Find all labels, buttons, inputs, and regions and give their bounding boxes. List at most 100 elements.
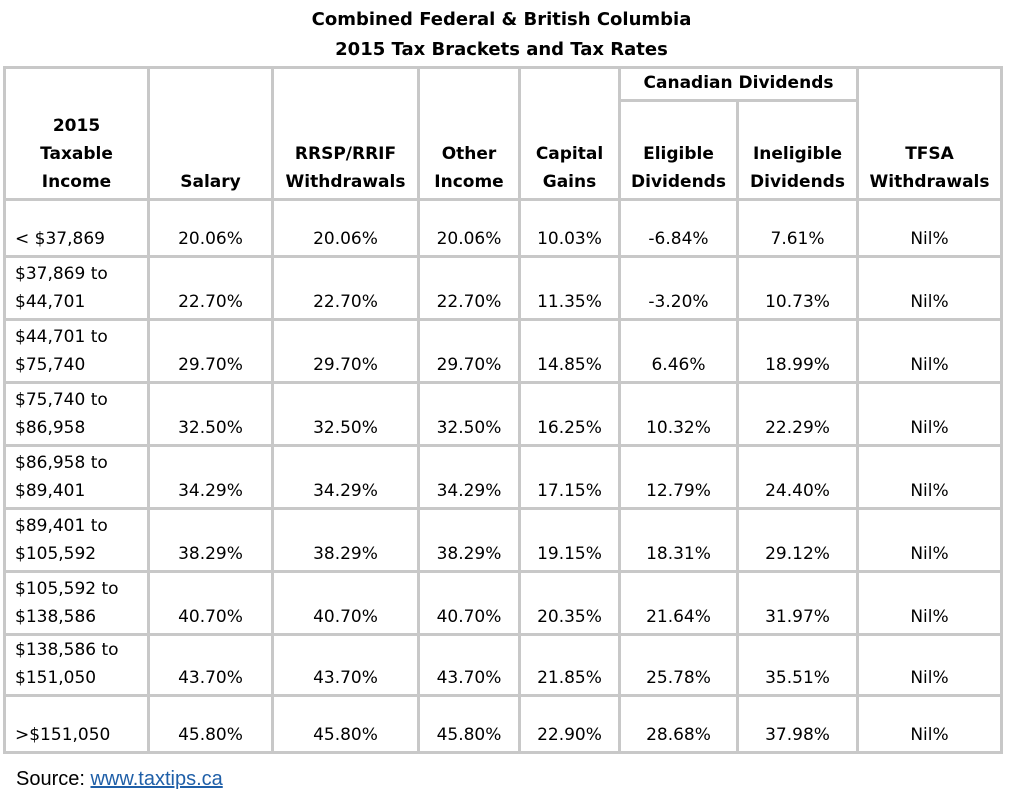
header-other-line-1: Other — [441, 144, 497, 164]
other-income-rate-cell: 38.29% — [417, 507, 521, 573]
source-label: Source: — [16, 768, 91, 790]
income-bracket-line-2: $44,701 — [15, 292, 86, 312]
tfsa-rate-cell: Nil% — [856, 255, 1004, 321]
eligible-dividends-rate-cell: 28.68% — [618, 694, 739, 754]
table-row: $105,592 to $138,586 40.70% 40.70% 40.70… — [3, 570, 1004, 636]
header-rrsp-line-1: RRSP/RRIF — [294, 144, 397, 164]
header-salary-label: Salary — [180, 172, 241, 192]
header-eligible-line-1: Eligible — [643, 144, 714, 164]
table-row: $86,958 to $89,401 34.29% 34.29% 34.29% … — [3, 444, 1004, 510]
table-row: $75,740 to $86,958 32.50% 32.50% 32.50% … — [3, 381, 1004, 447]
tfsa-rate-cell: Nil% — [856, 198, 1004, 258]
eligible-dividends-rate-cell: -6.84% — [618, 198, 739, 258]
header-rrsp-line-2: Withdrawals — [285, 172, 406, 192]
header-tfsa-line-2: Withdrawals — [869, 172, 990, 192]
salary-rate-cell: 29.70% — [147, 318, 274, 384]
table-row: >$151,050 45.80% 45.80% 45.80% 22.90% 28… — [3, 694, 1004, 754]
eligible-dividends-rate-cell: 10.32% — [618, 381, 739, 447]
income-bracket-line-1: $89,401 to — [15, 516, 108, 536]
income-bracket-line-1: $75,740 to — [15, 390, 108, 410]
rrsp-rate-cell: 40.70% — [271, 570, 420, 636]
rrsp-rate-cell: 45.80% — [271, 694, 420, 754]
income-bracket-line-1: $37,869 to — [15, 264, 108, 284]
header-ineligible-line-1: Ineligible — [752, 144, 843, 164]
income-bracket-cell: $44,701 to $75,740 — [3, 318, 150, 384]
other-income-rate-cell: 32.50% — [417, 381, 521, 447]
capital-gains-rate-cell: 16.25% — [518, 381, 621, 447]
header-ineligible-line-2: Dividends — [750, 172, 845, 192]
header-rrsp-withdrawals: RRSP/RRIF Withdrawals — [271, 66, 420, 201]
capital-gains-rate-cell: 17.15% — [518, 444, 621, 510]
income-bracket-cell: $75,740 to $86,958 — [3, 381, 150, 447]
header-tfsa-line-1: TFSA — [905, 144, 954, 164]
header-taxable-income: 2015 Taxable Income — [3, 66, 150, 201]
page-subtitle: 2015 Tax Brackets and Tax Rates — [335, 39, 668, 60]
capital-gains-rate-cell: 20.35% — [518, 570, 621, 636]
income-bracket-cell: $86,958 to $89,401 — [3, 444, 150, 510]
rrsp-rate-cell: 32.50% — [271, 381, 420, 447]
eligible-dividends-rate-cell: 12.79% — [618, 444, 739, 510]
rrsp-rate-cell: 29.70% — [271, 318, 420, 384]
tfsa-rate-cell: Nil% — [856, 633, 1004, 697]
table-row: $37,869 to $44,701 22.70% 22.70% 22.70% … — [3, 255, 1004, 321]
header-income-line-1: 2015 — [52, 116, 101, 136]
salary-rate-cell: 20.06% — [147, 198, 274, 258]
header-capital-line-2: Gains — [542, 172, 597, 192]
header-eligible-line-2: Dividends — [631, 172, 726, 192]
tfsa-rate-cell: Nil% — [856, 318, 1004, 384]
capital-gains-rate-cell: 19.15% — [518, 507, 621, 573]
header-other-line-2: Income — [434, 172, 504, 192]
tfsa-rate-cell: Nil% — [856, 381, 1004, 447]
other-income-rate-cell: 22.70% — [417, 255, 521, 321]
capital-gains-rate-cell: 21.85% — [518, 633, 621, 697]
salary-rate-cell: 45.80% — [147, 694, 274, 754]
ineligible-dividends-rate-cell: 29.12% — [735, 507, 860, 573]
rrsp-rate-cell: 34.29% — [271, 444, 420, 510]
income-bracket-line-2: $89,401 — [15, 481, 86, 501]
capital-gains-rate-cell: 22.90% — [518, 694, 621, 754]
tfsa-rate-cell: Nil% — [856, 570, 1004, 636]
income-bracket-cell: < $37,869 — [3, 198, 150, 258]
ineligible-dividends-rate-cell: 18.99% — [735, 318, 860, 384]
other-income-rate-cell: 20.06% — [417, 198, 521, 258]
income-bracket-line-1: $86,958 to — [15, 453, 108, 473]
income-bracket-cell: $138,586 to $151,050 — [3, 633, 150, 697]
capital-gains-rate-cell: 10.03% — [518, 198, 621, 258]
header-tfsa-withdrawals: TFSA Withdrawals — [856, 66, 1004, 201]
income-bracket-cell: $89,401 to $105,592 — [3, 507, 150, 573]
rrsp-rate-cell: 38.29% — [271, 507, 420, 573]
ineligible-dividends-rate-cell: 22.29% — [735, 381, 860, 447]
header-eligible-dividends: Eligible Dividends — [618, 99, 739, 201]
table-row: $44,701 to $75,740 29.70% 29.70% 29.70% … — [3, 318, 1004, 384]
header-income-line-2: Taxable — [40, 144, 113, 164]
other-income-rate-cell: 45.80% — [417, 694, 521, 754]
source-link[interactable]: www.taxtips.ca — [90, 768, 223, 790]
other-income-rate-cell: 29.70% — [417, 318, 521, 384]
header-salary: Salary — [147, 66, 274, 201]
ineligible-dividends-rate-cell: 35.51% — [735, 633, 860, 697]
income-bracket-line-1: $44,701 to — [15, 327, 108, 347]
eligible-dividends-rate-cell: 18.31% — [618, 507, 739, 573]
eligible-dividends-rate-cell: -3.20% — [618, 255, 739, 321]
tax-rates-table: 2015 Taxable Income Salary RRSP/RRIF Wit… — [3, 66, 1004, 754]
header-capital-gains: Capital Gains — [518, 66, 621, 201]
table-row: < $37,869 20.06% 20.06% 20.06% 10.03% -6… — [3, 198, 1004, 258]
income-bracket-line-2: $138,586 — [15, 607, 97, 627]
income-bracket-line-2: $105,592 — [15, 544, 97, 564]
other-income-rate-cell: 34.29% — [417, 444, 521, 510]
income-bracket-line-2: $75,740 — [15, 355, 86, 375]
rrsp-rate-cell: 43.70% — [271, 633, 420, 697]
tfsa-rate-cell: Nil% — [856, 507, 1004, 573]
other-income-rate-cell: 40.70% — [417, 570, 521, 636]
income-bracket-line-1: < $37,869 — [15, 229, 105, 249]
capital-gains-rate-cell: 14.85% — [518, 318, 621, 384]
salary-rate-cell: 38.29% — [147, 507, 274, 573]
salary-rate-cell: 32.50% — [147, 381, 274, 447]
ineligible-dividends-rate-cell: 37.98% — [735, 694, 860, 754]
eligible-dividends-rate-cell: 6.46% — [618, 318, 739, 384]
ineligible-dividends-rate-cell: 7.61% — [735, 198, 860, 258]
header-canadian-dividends: Canadian Dividends — [617, 66, 860, 102]
ineligible-dividends-rate-cell: 10.73% — [735, 255, 860, 321]
salary-rate-cell: 43.70% — [147, 633, 274, 697]
other-income-rate-cell: 43.70% — [417, 633, 521, 697]
